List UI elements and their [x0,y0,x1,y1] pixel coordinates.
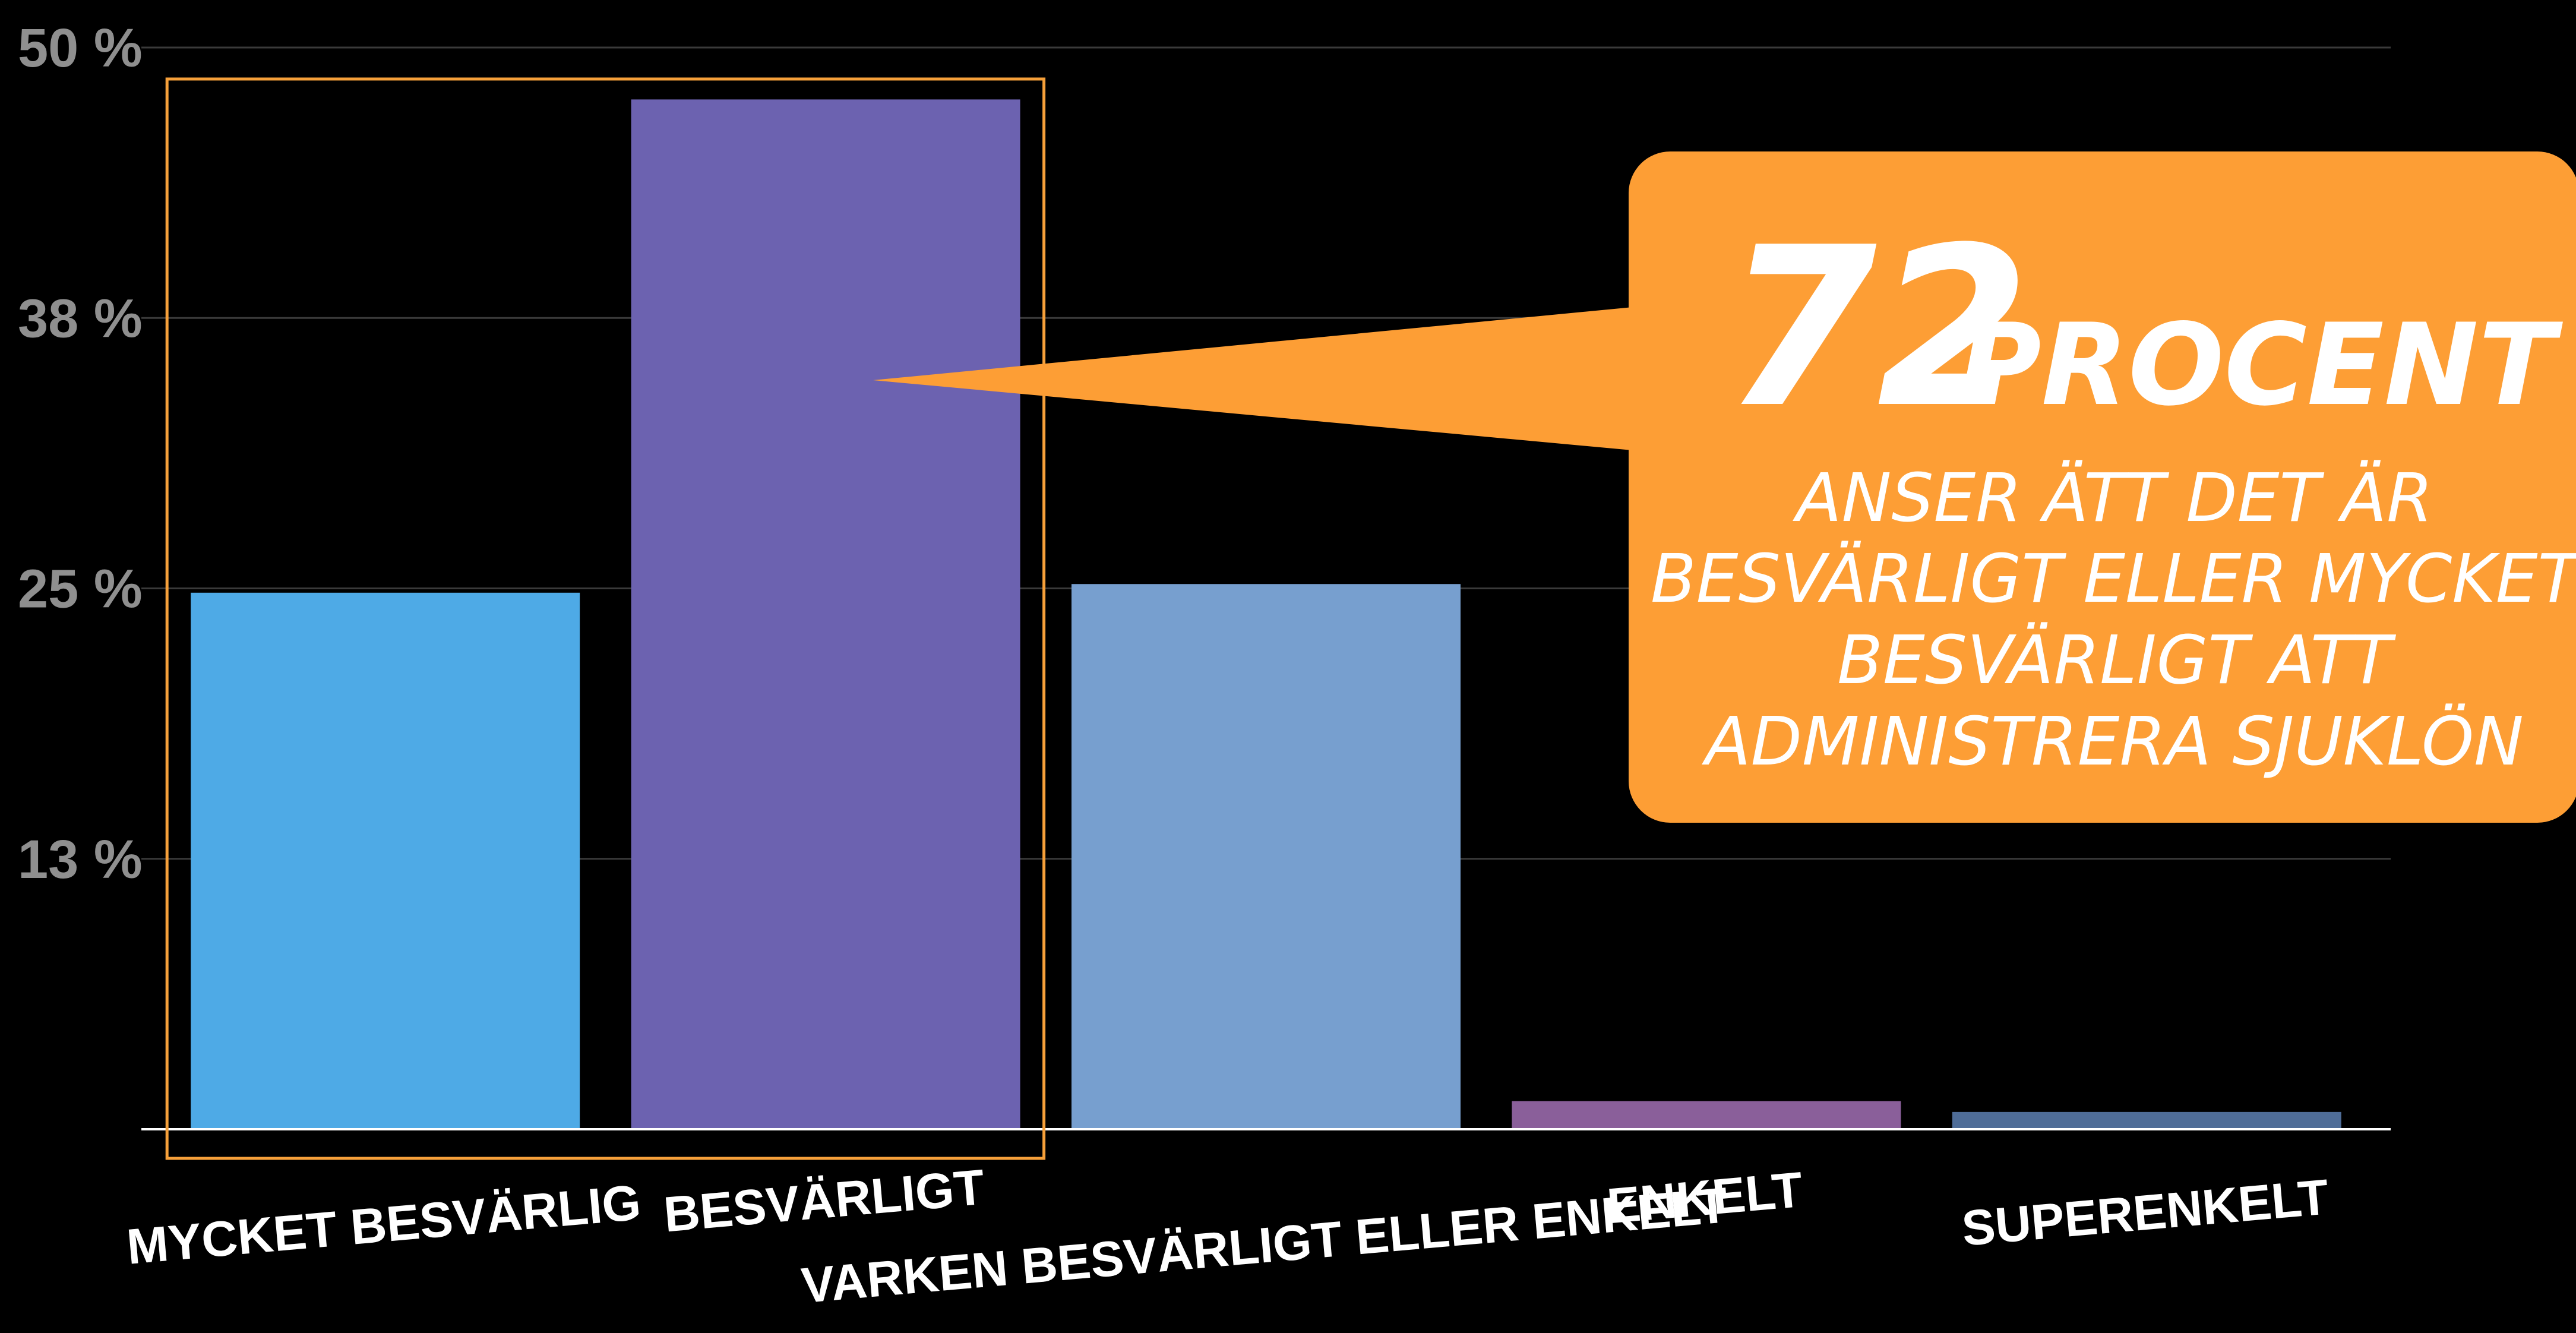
x-tick-label: BESVÄRLIGT [662,1159,987,1243]
x-tick-label: ENKELT [1605,1161,1805,1234]
callout-line-4: ADMINISTRERA SJUKLÖN [1702,703,2524,781]
bars [191,99,2341,1130]
bar [191,592,580,1129]
highlight-box [165,77,1046,1160]
bar [631,99,1020,1130]
bar [1512,1101,1901,1129]
x-tick-label: MYCKET BESVÄRLIG [125,1174,643,1274]
callout-pointer [873,306,1645,451]
y-axis-tick-labels: 13 % 25 % 38 % 50 % [18,18,143,890]
bar [1952,1111,2341,1129]
callout-line-2: BESVÄRLIGT ELLER MYCKET [1651,541,2576,618]
y-tick-label: 50 % [18,18,143,78]
callout-box [1629,151,2576,823]
bar [1072,584,1461,1129]
x-tick-label: SUPERENKELT [1959,1168,2331,1256]
y-tick-label: 13 % [18,829,143,890]
callout-bubble: 72 PROCENT ANSER ÄTT DET ÄR BESVÄRLIGT E… [873,151,2576,823]
y-tick-label: 25 % [18,559,143,620]
callout-number: 72 [1724,201,2030,456]
callout-line-3: BESVÄRLIGT ATT [1837,622,2396,699]
callout-line-1: ANSER ÄTT DET ÄR [1793,460,2433,537]
y-tick-label: 38 % [18,288,143,349]
callout-word: PROCENT [1959,299,2564,431]
